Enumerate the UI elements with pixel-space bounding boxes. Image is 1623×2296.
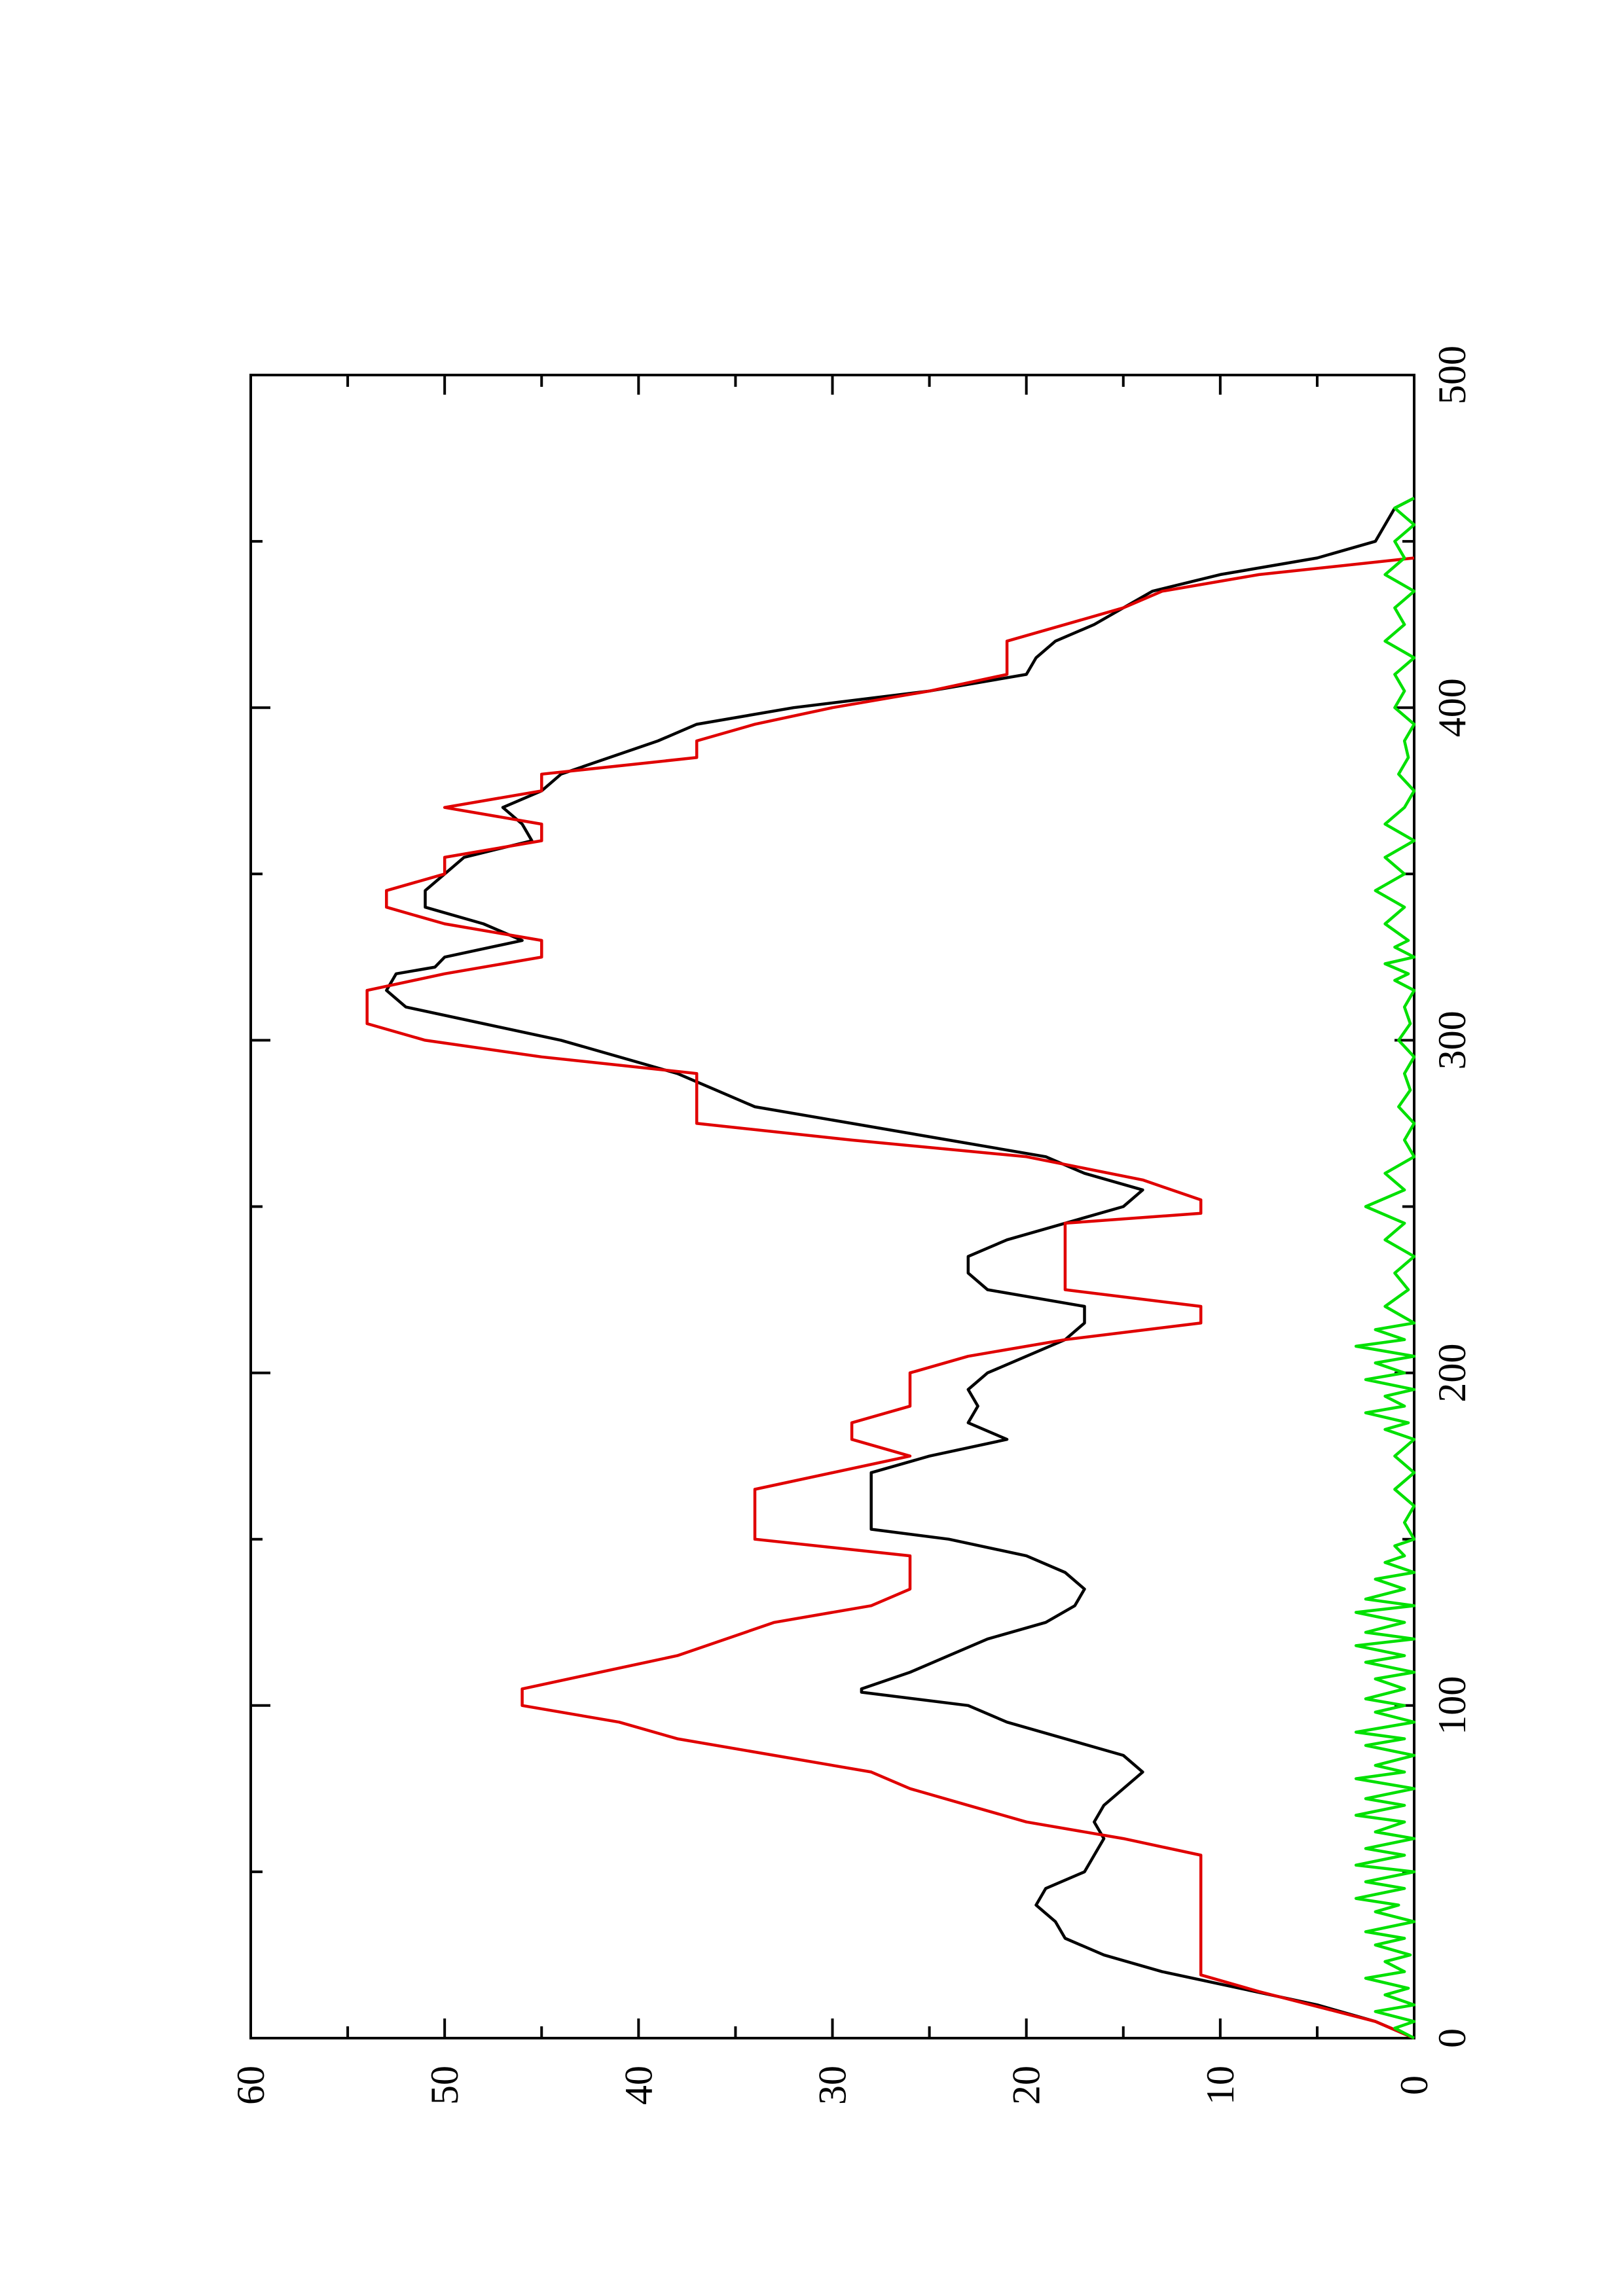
y-tick-label: 0: [1393, 2075, 1436, 2095]
ticks-layer: [249, 374, 1415, 2039]
series-line-2: [365, 556, 1415, 2040]
y-tick-label: 20: [1005, 2066, 1048, 2105]
series-layer: [365, 497, 1416, 2040]
x-tick-label: 0: [1431, 2028, 1474, 2048]
plot-frame: [249, 374, 1415, 2039]
y-tick-label: 30: [811, 2066, 854, 2105]
series-line-3: [1354, 497, 1416, 2040]
y-tick-label: 50: [423, 2066, 466, 2105]
x-tick-label: 500: [1431, 346, 1474, 404]
y-tick-label: 10: [1199, 2066, 1242, 2105]
series-line-1: [385, 497, 1415, 2040]
x-tick-label: 200: [1431, 1344, 1474, 1403]
x-tick-label: 300: [1431, 1011, 1474, 1069]
y-tick-label: 60: [229, 2066, 272, 2105]
tick-labels-layer: 0 100 200 300 400 500 0 10 20 30 40 50 60: [229, 346, 1474, 2105]
x-tick-label: 100: [1431, 1676, 1474, 1735]
x-tick-label: 400: [1431, 678, 1474, 737]
y-tick-label: 40: [617, 2066, 660, 2105]
